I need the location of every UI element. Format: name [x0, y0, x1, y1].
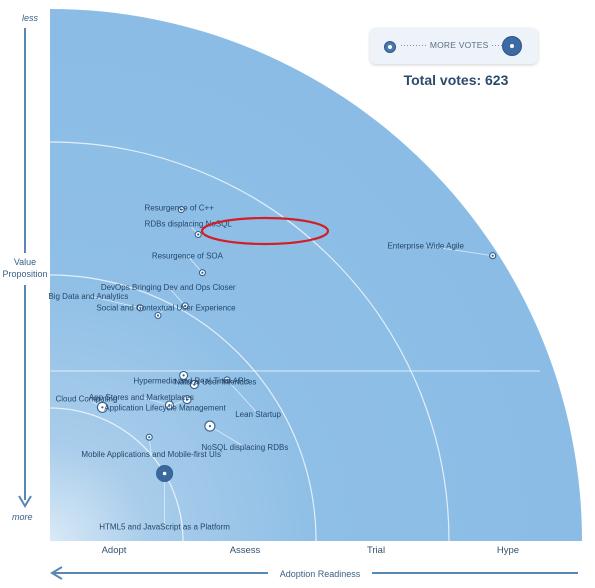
- ring-label-hype: Hype: [497, 545, 519, 556]
- data-label: Social and Contextual User Experience: [96, 304, 236, 313]
- leader-line: [209, 425, 246, 448]
- data-point-center: [226, 378, 229, 381]
- data-point-center: [182, 374, 185, 377]
- data-label: Natural User Interfaces: [174, 378, 256, 387]
- y-axis-arrowhead: [18, 495, 32, 508]
- y-axis-top-label: less: [22, 13, 39, 23]
- ring-label-adopt: Adopt: [102, 545, 127, 556]
- data-point-center: [208, 425, 211, 428]
- legend-box: ········· MORE VOTES ····▸: [370, 28, 538, 64]
- data-label: RDBs displacing NoSQL: [145, 220, 233, 229]
- data-label: Resurgence of SOA: [152, 252, 224, 261]
- ring-label-trial: Trial: [367, 545, 385, 556]
- data-point-center: [185, 398, 189, 401]
- data-label: Lean Startup: [235, 410, 281, 419]
- ring-arc-1: [49, 407, 184, 542]
- x-axis-arrowhead: [50, 566, 63, 580]
- y-axis-label-line-1: Value: [14, 257, 36, 267]
- data-label: App Stores and Marketplaces: [89, 393, 194, 402]
- ring-arc-2: [49, 274, 317, 542]
- ring-label-assess: Assess: [230, 545, 261, 556]
- data-point-center: [139, 306, 142, 309]
- data-point-center: [101, 406, 104, 409]
- legend-label: MORE VOTES: [429, 40, 489, 50]
- data-label: Application Lifecycle Management: [104, 404, 226, 413]
- legend-large-circle-icon: [502, 36, 522, 56]
- data-label: DevOps Bringing Dev and Ops Closer: [101, 283, 236, 292]
- data-label: Enterprise Wide Agile: [387, 242, 464, 251]
- radar-background: [50, 9, 582, 541]
- highlight-ellipse: [200, 216, 330, 246]
- x-axis-label: Adoption Readiness: [280, 569, 361, 579]
- legend-dash-right: ····▸: [491, 40, 508, 50]
- leader-line: [88, 295, 141, 309]
- data-point-center: [201, 271, 204, 274]
- leader-line: [141, 396, 170, 406]
- data-label: Resurgence of C++: [145, 204, 215, 213]
- data-point-center: [168, 404, 171, 407]
- leader-line: [226, 379, 259, 415]
- data-labels: Resurgence of C++ RDBs displacing NoSQL Re…: [48, 204, 464, 532]
- y-axis-bottom-label: more: [12, 512, 33, 522]
- data-point-center: [491, 254, 494, 257]
- data-point-center: [162, 471, 167, 476]
- data-label: HTML5 and JavaScript as a Platform: [99, 523, 230, 532]
- data-marks: [96, 206, 497, 483]
- data-point-center: [156, 314, 160, 317]
- leader-line: [425, 245, 493, 257]
- total-votes: Total votes: 623: [403, 72, 509, 88]
- data-label: NoSQL displacing RDBs: [201, 443, 288, 452]
- data-point-center: [193, 383, 196, 386]
- leader-line: [167, 286, 186, 307]
- data-label: Big Data and Analytics: [48, 292, 128, 301]
- data-point-center: [180, 208, 183, 211]
- y-axis-label-line-2: Proposition: [2, 269, 47, 279]
- leader-line: [187, 255, 203, 273]
- legend-text: ········· MORE VOTES ····▸: [400, 40, 508, 51]
- legend-small-circle-icon: [384, 41, 396, 53]
- data-point-center: [197, 233, 200, 236]
- ring-arc-3: [49, 141, 450, 542]
- legend-dash-left: ·········: [400, 40, 428, 50]
- data-label: Mobile Applications and Mobile-first UIs: [81, 450, 221, 459]
- data-label: Hypermedia and Real-Time APIs: [133, 376, 249, 385]
- ring-arcs: [49, 141, 450, 542]
- data-point-center: [184, 304, 187, 307]
- data-point-center: [148, 436, 151, 439]
- data-label: Cloud Computing: [55, 394, 117, 403]
